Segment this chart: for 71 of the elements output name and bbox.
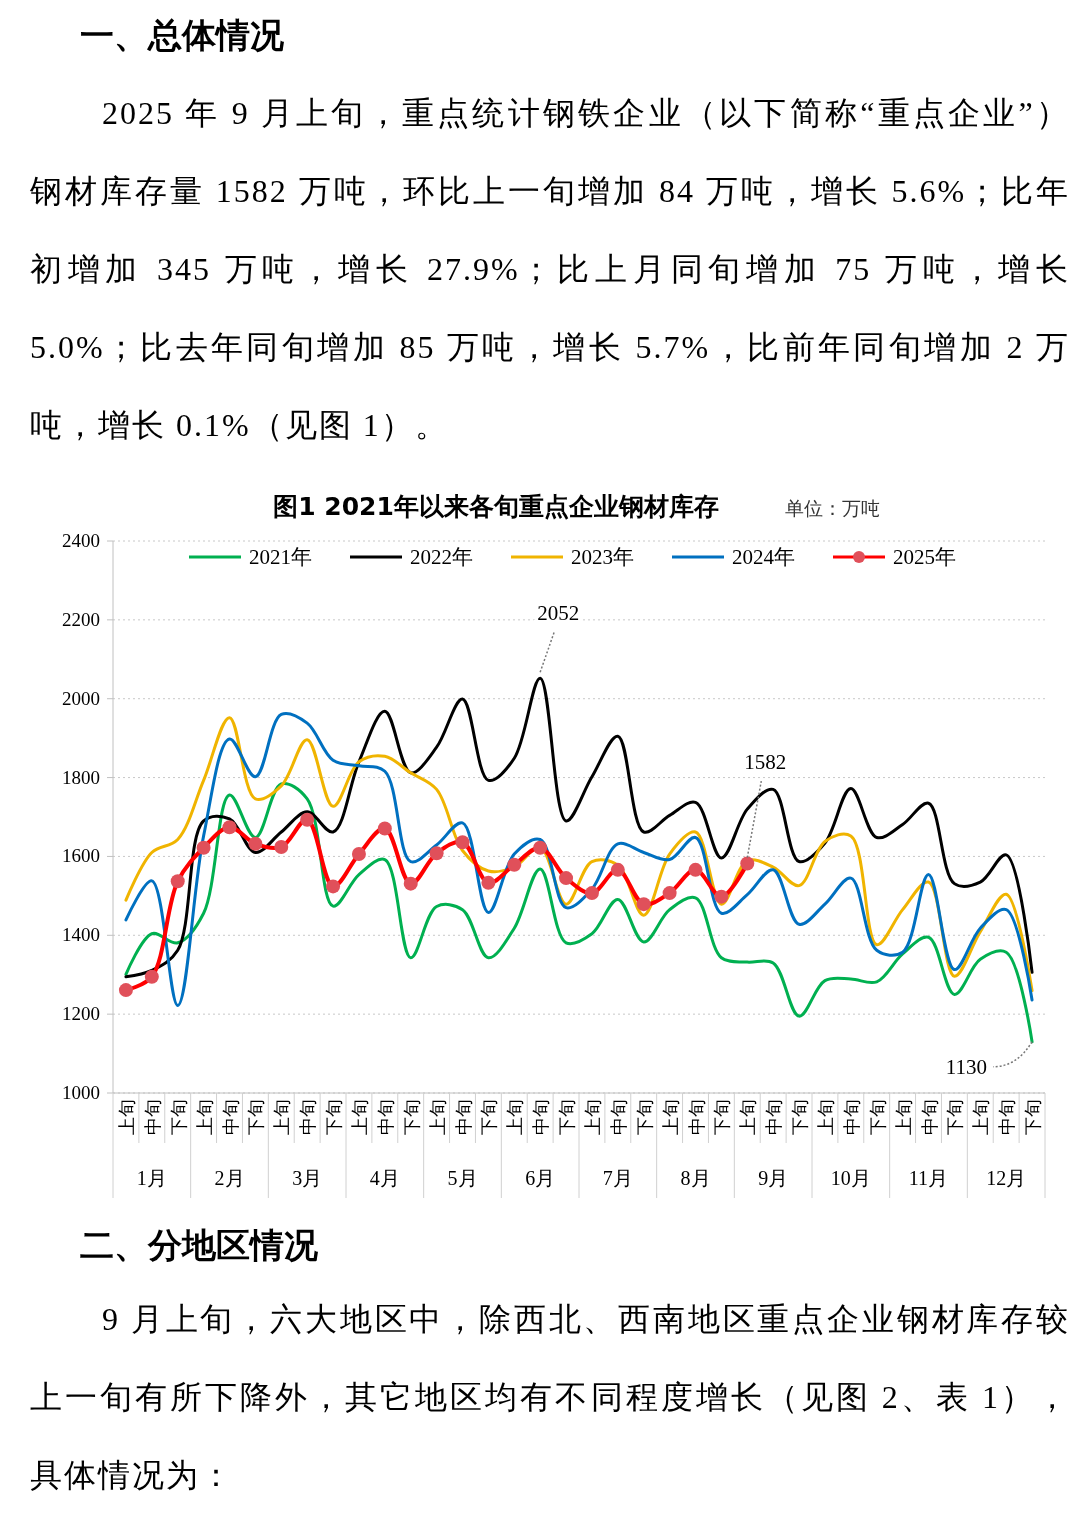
x-tick-label: 上旬 <box>582 1099 603 1135</box>
x-tick-label: 下旬 <box>1023 1099 1044 1135</box>
x-tick-label: 下旬 <box>712 1099 733 1135</box>
x-tick-label: 上旬 <box>893 1099 914 1135</box>
chart-subtitle: 单位：万吨 <box>785 497 880 519</box>
text: 8月 <box>680 1167 711 1189</box>
x-tick-label: 下旬 <box>790 1099 811 1135</box>
text: 二、分地区情况 <box>79 1224 319 1267</box>
text: 5月 <box>447 1167 478 1189</box>
x-tick-label: 中旬 <box>686 1099 707 1135</box>
y-tick-label: 1400 <box>62 924 100 946</box>
x-tick-label: 上旬 <box>738 1099 759 1135</box>
x-tick-label: 下旬 <box>479 1099 500 1135</box>
data-label: 1130 <box>945 1054 988 1079</box>
text: 7月 <box>602 1167 633 1189</box>
x-tick-label: 中旬 <box>608 1099 629 1135</box>
line-series <box>124 782 1034 1044</box>
x-tick-label: 下旬 <box>324 1099 345 1135</box>
legend-label: 2025年 <box>893 545 956 569</box>
x-tick-label: 下旬 <box>401 1099 422 1135</box>
x-tick-label: 中旬 <box>841 1099 862 1135</box>
y-tick-label: 1200 <box>62 1003 100 1025</box>
text: 一、总体情况 <box>79 14 285 57</box>
data-label: 1582 <box>744 750 787 775</box>
x-tick-label: 上旬 <box>194 1099 215 1135</box>
y-tick-label: 2400 <box>62 530 100 551</box>
x-tick-label: 上旬 <box>116 1099 137 1135</box>
x-tick-label: 中旬 <box>453 1099 474 1135</box>
x-tick-label: 中旬 <box>997 1099 1018 1135</box>
text: 4月 <box>369 1167 400 1189</box>
y-tick-label: 2000 <box>62 687 100 709</box>
x-tick-label: 下旬 <box>246 1099 267 1135</box>
chart-title: 图1 2021年以来各旬重点企业钢材库存 <box>273 492 719 521</box>
x-tick-label: 下旬 <box>634 1099 655 1135</box>
x-tick-label: 下旬 <box>867 1099 888 1135</box>
y-tick-label: 1000 <box>62 1082 100 1103</box>
x-tick-label: 下旬 <box>168 1099 189 1135</box>
x-tick-label: 中旬 <box>531 1099 552 1135</box>
text: 11月 <box>908 1167 949 1189</box>
text: 12月 <box>986 1167 1027 1189</box>
x-tick-label: 下旬 <box>557 1099 578 1135</box>
x-tick-label: 下旬 <box>945 1099 966 1135</box>
x-tick-label: 上旬 <box>660 1099 681 1135</box>
text: 9 月上旬，六大地区中，除西北、西南地区重点企业钢材库存较上一旬有所下降外，其它地区均有不同程度增长（见图 2、表 1），具体情况为： <box>30 1301 1070 1493</box>
x-tick-label: 上旬 <box>272 1099 293 1135</box>
y-tick-label: 1800 <box>62 766 100 788</box>
text: 9月 <box>758 1167 789 1189</box>
x-tick-label: 中旬 <box>298 1099 319 1135</box>
text: 3月 <box>292 1167 323 1189</box>
x-tick-label: 中旬 <box>375 1099 396 1135</box>
y-tick-label: 1600 <box>62 845 100 867</box>
legend-label: 2021年 <box>249 545 312 569</box>
x-tick-label: 中旬 <box>142 1099 163 1135</box>
x-tick-label: 中旬 <box>919 1099 940 1135</box>
x-tick-label: 中旬 <box>764 1099 785 1135</box>
text: 1月 <box>136 1167 167 1189</box>
data-label: 2052 <box>537 601 580 626</box>
x-tick-label: 上旬 <box>505 1099 526 1135</box>
legend-label: 2023年 <box>571 545 634 569</box>
x-tick-label: 上旬 <box>971 1099 992 1135</box>
text: 6月 <box>525 1167 556 1189</box>
legend-label: 2024年 <box>732 545 795 569</box>
x-tick-label: 上旬 <box>815 1099 836 1135</box>
text: 10月 <box>830 1167 871 1189</box>
x-tick-label: 上旬 <box>427 1099 448 1135</box>
x-tick-label: 中旬 <box>220 1099 241 1135</box>
text: 2月 <box>214 1167 245 1189</box>
y-tick-label: 2200 <box>62 608 100 630</box>
legend-label: 2022年 <box>410 545 473 569</box>
text: 2025 年 9 月上旬，重点统计钢铁企业（以下简称“重点企业”）钢材库存量 1582 万吨，环比上一旬增加 84 万吨，增长 5.6%；比年初增加 345 万吨，增长 27.9%；比上月同旬增加 75 万吨，增长 5.0%；比去年同旬增加 85 万吨，增长 5.7%，比前年同旬增加 2 万吨，增长 0.1%（见图 1）。 <box>30 95 1070 443</box>
x-tick-label: 上旬 <box>349 1099 370 1135</box>
